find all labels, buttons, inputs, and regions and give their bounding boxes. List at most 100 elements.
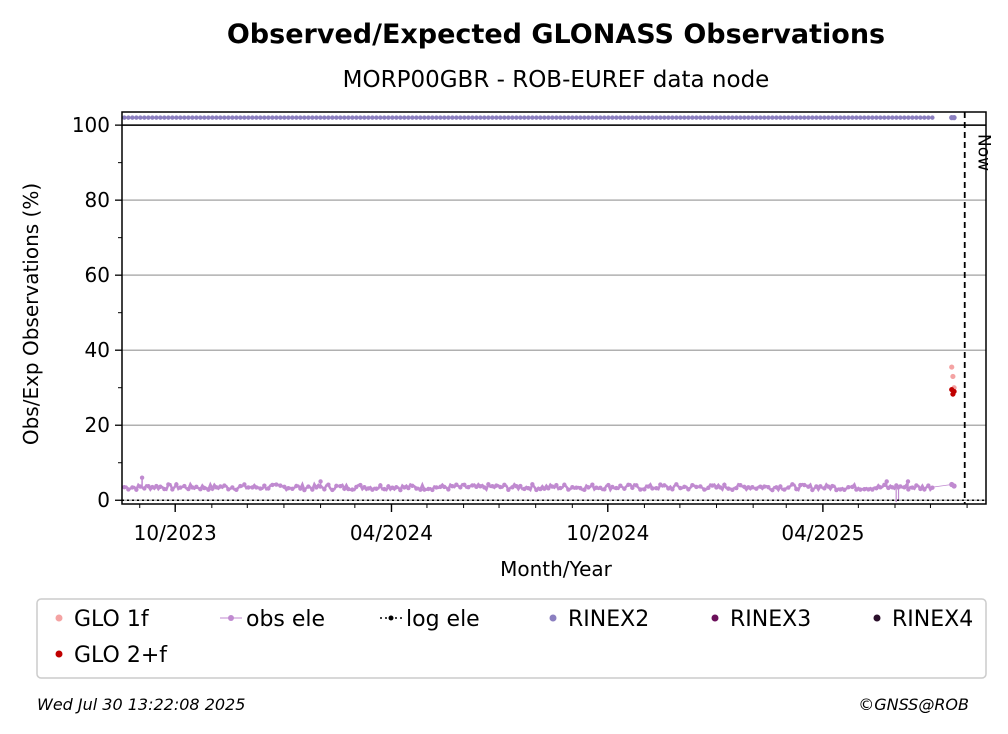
data-point (634, 115, 639, 120)
data-point (546, 486, 551, 491)
data-point (518, 115, 523, 120)
data-point (362, 484, 367, 490)
data-point (566, 115, 571, 120)
data-point (350, 487, 355, 492)
data-point (914, 483, 919, 488)
legend-marker (873, 614, 881, 622)
data-point (594, 485, 599, 490)
data-point (422, 115, 427, 120)
data-point (174, 115, 179, 120)
data-point (590, 115, 595, 120)
data-point (810, 487, 815, 493)
data-point (410, 115, 415, 120)
data-point (578, 115, 583, 120)
data-point (770, 115, 775, 120)
data-point (786, 115, 791, 120)
data-point (698, 484, 703, 489)
y-tick-label: 40 (85, 338, 110, 362)
data-point (726, 115, 731, 120)
data-point (806, 484, 811, 489)
data-point (894, 115, 899, 120)
data-point (886, 115, 891, 120)
data-point (326, 115, 331, 120)
data-point (354, 484, 359, 490)
data-point (290, 486, 295, 492)
data-point (742, 115, 747, 120)
data-point (930, 485, 935, 490)
data-point (302, 115, 307, 120)
x-tick-label: 10/2024 (566, 521, 649, 545)
plot-area: 0 20 40 60 80 100 10/2023 04/2024 10/2024 04/2025… (72, 111, 994, 545)
data-point (862, 487, 867, 492)
data-point (154, 115, 159, 120)
data-point (926, 115, 931, 120)
data-point (834, 487, 839, 493)
data-point (230, 485, 235, 490)
data-point (746, 485, 751, 490)
data-point (782, 115, 787, 120)
y-tick-label: 0 (97, 488, 110, 512)
data-point (234, 115, 239, 120)
data-point (306, 484, 311, 489)
data-point (406, 115, 411, 120)
data-point (798, 115, 803, 120)
data-point (166, 115, 171, 120)
data-point (502, 115, 507, 120)
data-point (282, 484, 287, 489)
data-point (842, 487, 847, 492)
data-point (150, 484, 155, 490)
data-point (802, 482, 807, 488)
data-point (394, 485, 399, 490)
data-point (286, 485, 291, 491)
data-point (530, 482, 535, 487)
data-point (322, 115, 327, 120)
data-point (294, 115, 299, 120)
data-point (182, 115, 187, 120)
data-point (438, 484, 443, 490)
data-point (762, 115, 767, 120)
data-point (330, 487, 335, 493)
data-point (139, 475, 145, 480)
data-point (454, 115, 459, 120)
data-point (434, 115, 439, 120)
data-point (686, 487, 691, 492)
data-point (186, 486, 191, 492)
y-axis-label: Obs/Exp Observations (%) (19, 183, 43, 445)
data-point (758, 484, 763, 489)
data-point (454, 482, 459, 487)
data-point (418, 115, 423, 120)
data-point (538, 486, 543, 492)
data-point (478, 115, 483, 120)
data-point (354, 115, 359, 120)
data-point (394, 115, 399, 120)
data-point (242, 115, 247, 120)
data-point (522, 486, 527, 492)
series-group (122, 115, 986, 503)
data-point (490, 484, 495, 489)
data-point (366, 115, 371, 120)
data-point (278, 115, 283, 120)
data-point (734, 485, 739, 491)
data-point (334, 115, 339, 120)
data-point (922, 487, 927, 492)
data-point (706, 485, 711, 491)
data-point (346, 486, 351, 492)
data-point (134, 115, 139, 120)
data-point (786, 485, 791, 490)
data-point (242, 482, 247, 487)
data-point (550, 115, 555, 120)
data-point (694, 484, 699, 490)
data-point (658, 482, 663, 487)
data-point (582, 487, 587, 492)
data-point (890, 485, 895, 490)
data-point (434, 485, 439, 490)
data-point (306, 115, 311, 120)
data-point (818, 484, 823, 489)
data-point (554, 482, 559, 488)
data-point (602, 115, 607, 120)
data-point (198, 115, 203, 120)
data-point (790, 482, 795, 487)
data-point (702, 115, 707, 120)
data-point (386, 484, 391, 489)
data-point (630, 485, 635, 491)
